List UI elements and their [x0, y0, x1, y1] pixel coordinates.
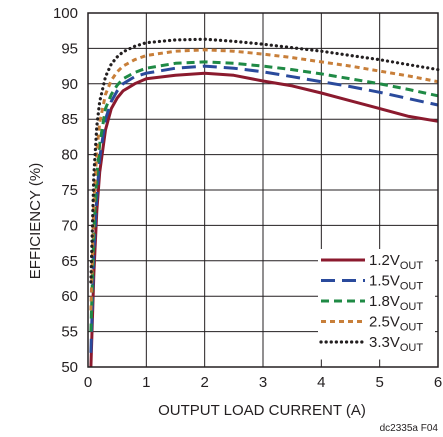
series-line-2-5v-out — [89, 48, 439, 311]
x-axis-title: OUTPUT LOAD CURRENT (A) — [158, 402, 366, 419]
x-tick-label: 6 — [434, 374, 442, 391]
series-line-1-5v-out — [89, 64, 439, 353]
y-tick-label: 50 — [61, 359, 78, 376]
figure-code: dc2335a F04 — [380, 423, 439, 434]
legend-label-value: 1.5V — [369, 273, 400, 290]
legend-label: 1.2VOUT — [369, 252, 423, 272]
y-tick-label: 90 — [61, 76, 78, 93]
plot-frame — [87, 12, 439, 368]
y-tick-label: 85 — [61, 111, 78, 128]
y-tick-label: 100 — [53, 5, 78, 22]
x-tick-label: 3 — [259, 374, 267, 391]
series-line-1-2v-out — [89, 71, 439, 368]
tick-labels: 0 1 2 3 4 5 6 50 55 60 65 70 75 80 85 90 95 100 — [53, 5, 442, 391]
legend-label: 1.8VOUT — [369, 293, 423, 313]
legend-label-subscript: OUT — [400, 281, 424, 293]
series-line-3-3v-out — [89, 37, 440, 284]
y-tick-label: 75 — [61, 182, 78, 199]
legend-label: 3.3VOUT — [369, 334, 423, 354]
y-axis-title: EFFICIENCY (%) — [27, 163, 44, 279]
x-tick-label: 1 — [142, 374, 150, 391]
x-tick-label: 2 — [200, 374, 208, 391]
x-tick-label: 0 — [84, 374, 92, 391]
y-tick-label: 55 — [61, 324, 78, 341]
legend-label-value: 2.5V — [369, 314, 400, 331]
y-tick-label: 60 — [61, 288, 78, 305]
y-tick-label: 65 — [61, 253, 78, 270]
series-line-1-8v-out — [89, 60, 439, 332]
legend-label: 2.5VOUT — [369, 314, 423, 334]
legend-label-value: 1.8V — [369, 293, 400, 310]
series-layer — [89, 37, 440, 368]
legend-label-subscript: OUT — [400, 322, 424, 334]
y-tick-label: 80 — [61, 147, 78, 164]
legend-label-subscript: OUT — [400, 301, 424, 313]
legend-label-subscript: OUT — [400, 260, 424, 272]
x-tick-label: 5 — [375, 374, 383, 391]
legend-label-value: 1.2V — [369, 252, 400, 269]
y-tick-label: 70 — [61, 217, 78, 234]
legend-label: 1.5VOUT — [369, 273, 423, 293]
x-tick-label: 4 — [317, 374, 325, 391]
legend-label-subscript: OUT — [400, 342, 424, 354]
y-tick-label: 95 — [61, 40, 78, 57]
legend-label-value: 3.3V — [369, 334, 400, 351]
